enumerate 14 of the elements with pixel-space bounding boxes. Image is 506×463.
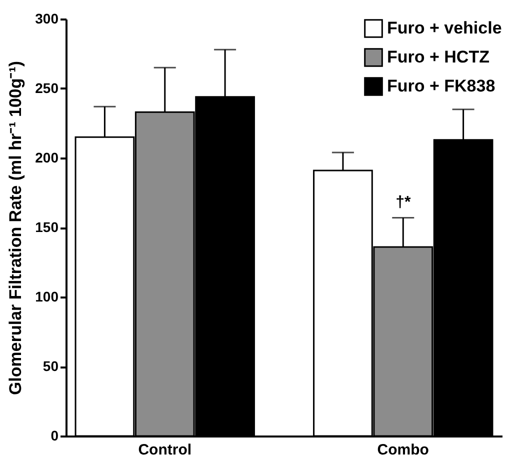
x-tick-label: Control <box>138 442 192 458</box>
y-tick-label: 300 <box>35 10 59 26</box>
y-tick-label: 0 <box>50 428 59 444</box>
legend-label: Furo + FK838 <box>387 76 496 96</box>
y-tick-label: 50 <box>42 358 59 374</box>
annotation: †* <box>396 194 412 211</box>
y-tick-label: 250 <box>35 80 59 96</box>
y-axis-title: Glomerular Filtration Rate (ml hr⁻¹ 100g⁻¹) <box>6 60 26 396</box>
y-tick-label: 100 <box>35 288 59 304</box>
y-tick-label: 200 <box>35 150 59 166</box>
x-tick-label: Combo <box>377 442 429 458</box>
legend-label: Furo + HCTZ <box>387 48 490 66</box>
legend-label: Furo + vehicle <box>387 18 502 38</box>
y-tick-label: 150 <box>35 219 59 235</box>
